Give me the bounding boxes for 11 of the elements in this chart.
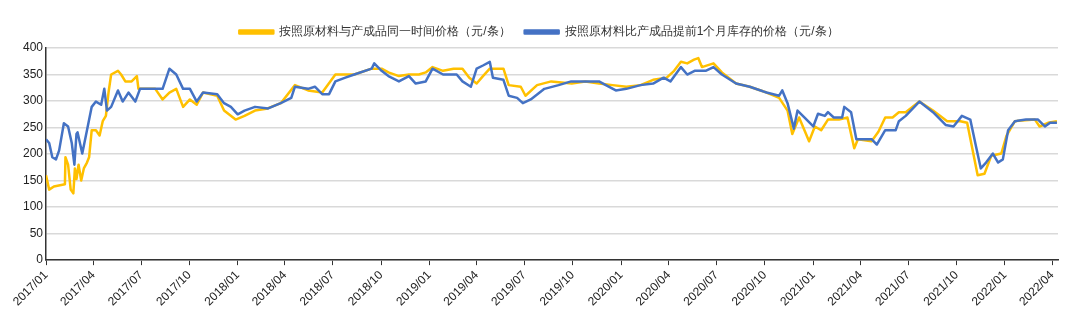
y-tick-label: 0 <box>36 252 44 267</box>
y-tick-label: 350 <box>22 66 44 81</box>
legend-label: 按照原材料比产成品提前1个月库存的价格（元/条） <box>564 24 839 39</box>
y-tick-label: 250 <box>22 119 44 134</box>
y-tick-label: 200 <box>22 146 44 161</box>
y-tick-label: 100 <box>22 199 44 214</box>
y-tick-label: 50 <box>29 225 44 240</box>
legend-label: 按照原材料与产成品同一时间价格（元/条） <box>279 24 511 39</box>
y-tick-label: 300 <box>22 93 44 108</box>
y-tick-label: 400 <box>22 40 44 55</box>
y-tick-label: 150 <box>22 172 44 187</box>
